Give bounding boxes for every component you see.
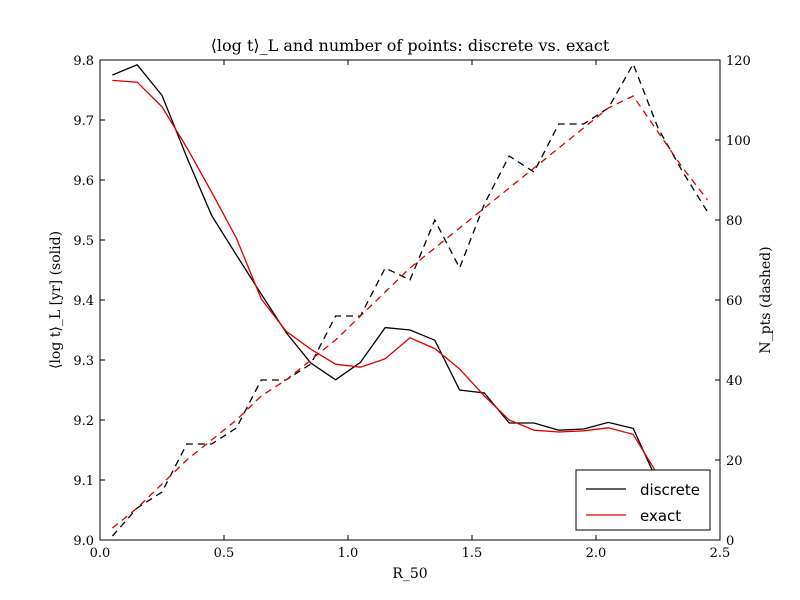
y-tick-label-right: 80 [726,214,743,229]
y-axis-label-right: N_pts (dashed) [758,246,774,353]
series-line-exact-solid [112,79,684,505]
y-tick-label-right: 40 [726,374,743,389]
y-axis-label-left: ⟨log t⟩_L [yr] (solid) [48,231,64,369]
y-tick-label-right: 0 [726,534,734,549]
y-tick-label-left: 9.0 [73,534,94,549]
x-tick-label: 0.5 [214,546,235,561]
x-tick-label: 1.5 [462,546,483,561]
y-tick-label-left: 9.2 [73,414,94,429]
x-tick-label: 2.5 [710,546,731,561]
legend-label-exact: exact [640,507,681,525]
x-tick-label: 0.0 [90,546,111,561]
x-tick-label: 2.0 [586,546,607,561]
plot-frame [99,59,721,541]
y-tick-label-left: 9.5 [73,234,94,249]
tick-layer: 0.0 0.5 1.0 1.5 2.0 2.5 9.0 9.1 9.2 9.3 9.4 9.5 9.6 9… [73,54,751,561]
chart-title: ⟨log t⟩_L and number of points: discrete… [211,36,610,55]
y-tick-label-right: 20 [726,454,743,469]
y-tick-label-left: 9.8 [73,54,94,69]
x-axis-label: R_50 [392,566,427,582]
y-tick-label-right: 120 [726,54,751,69]
x-tick-label: 1.0 [338,546,359,561]
plot-area [99,59,721,541]
series-line-discrete-dashed [111,62,709,537]
y-tick-label-right: 100 [726,134,751,149]
y-tick-label-left: 9.4 [73,294,94,309]
legend: discrete exact [575,469,711,531]
y-tick-label-left: 9.1 [73,474,94,489]
y-tick-label-right: 60 [726,294,743,309]
legend-label-discrete: discrete [640,481,700,499]
y-tick-label-left: 9.6 [73,174,94,189]
y-tick-label-left: 9.7 [73,114,94,129]
series-line-exact-dashed [111,95,709,529]
y-tick-label-left: 9.3 [73,354,94,369]
series-line-discrete-solid [112,64,684,505]
legend-box [575,469,711,531]
